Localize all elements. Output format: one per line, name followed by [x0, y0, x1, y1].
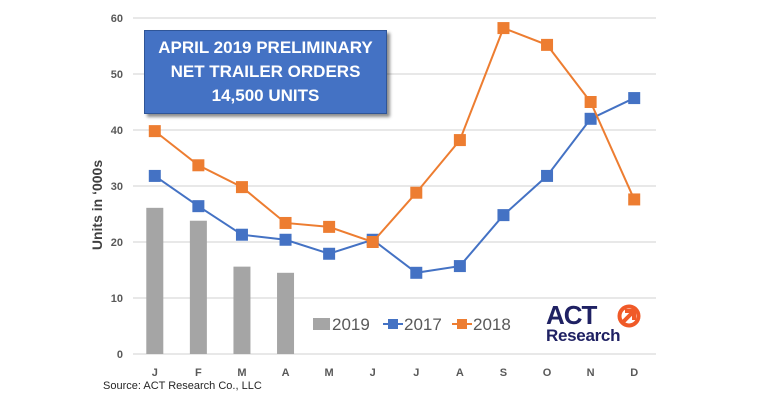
x-tick-label: D	[630, 367, 638, 379]
y-tick-label: 40	[111, 125, 123, 137]
marker-2018	[323, 220, 336, 233]
act-research-logo: ACT Research	[544, 302, 644, 348]
x-tick-label: O	[543, 367, 552, 379]
marker-2017	[628, 92, 641, 105]
x-tick-label: J	[152, 367, 158, 379]
source-note: Source: ACT Research Co., LLC	[103, 380, 262, 392]
marker-2018	[410, 186, 423, 199]
marker-2017	[410, 266, 423, 279]
marker-2017	[235, 228, 248, 241]
marker-2018	[235, 181, 248, 194]
legend-label: 2019	[332, 315, 370, 334]
logo-act-text: ACT	[546, 300, 597, 330]
bar-2019	[233, 266, 251, 354]
marker-2018	[192, 159, 205, 172]
legend: 2019 2017 2018	[313, 315, 511, 334]
y-tick-label: 20	[111, 237, 123, 249]
y-tick-label: 0	[117, 349, 123, 361]
y-tick-label: 60	[111, 13, 123, 25]
marker-2017	[584, 112, 597, 125]
y-tick-label: 50	[111, 69, 123, 81]
x-tick-label: F	[195, 367, 202, 379]
marker-2017	[148, 169, 161, 182]
marker-2017	[323, 247, 336, 260]
x-tick-label: A	[456, 367, 464, 379]
x-tick-label: M	[237, 367, 246, 379]
line-2018	[154, 26, 636, 244]
headline-callout: APRIL 2019 PRELIMINARY NET TRAILER ORDER…	[144, 30, 387, 114]
marker-2018	[453, 134, 466, 147]
marker-2017	[279, 233, 292, 246]
bar-2019	[277, 272, 295, 354]
y-tick-label: 30	[111, 181, 123, 193]
callout-line-2: NET TRAILER ORDERS	[170, 62, 361, 81]
x-tick-label: S	[500, 367, 507, 379]
callout-line-3: 14,500 UNITS	[211, 86, 320, 105]
marker-2017	[497, 209, 510, 222]
series-2018	[148, 22, 641, 248]
x-tick-label: A	[282, 367, 290, 379]
marker-2018	[366, 236, 379, 248]
y-axis-label: Units in ‘000s	[89, 160, 105, 250]
series-2017	[148, 92, 641, 279]
marker-2018	[541, 38, 554, 51]
y-tick-label: 10	[111, 293, 123, 305]
line-series	[148, 22, 641, 279]
logo-research-text: Research	[546, 326, 621, 345]
legend-swatch-marker	[388, 319, 398, 329]
x-tick-label: N	[587, 367, 595, 379]
callout-line-1: APRIL 2019 PRELIMINARY	[158, 38, 373, 57]
arrow-circle-icon	[617, 304, 641, 328]
marker-2018	[628, 193, 641, 206]
legend-swatch-bar	[313, 318, 330, 330]
marker-2018	[497, 22, 510, 35]
line-2017	[154, 97, 635, 274]
marker-2017	[541, 169, 554, 182]
legend-swatch-marker	[457, 319, 467, 329]
marker-2018	[584, 96, 597, 108]
legend-label: 2018	[473, 315, 511, 334]
marker-2018	[148, 125, 161, 138]
x-tick-label: J	[370, 367, 376, 379]
legend-label: 2017	[404, 315, 442, 334]
x-tick-label: J	[413, 367, 419, 379]
legend-item-2018: 2018	[452, 315, 511, 334]
marker-2017	[192, 200, 205, 213]
legend-item-2017: 2017	[383, 315, 442, 334]
x-tick-label: M	[325, 367, 334, 379]
legend-item-2019: 2019	[313, 315, 370, 334]
marker-2017	[453, 260, 466, 273]
bars-2019	[146, 207, 295, 354]
bar-2019	[146, 207, 164, 354]
marker-2018	[279, 216, 292, 229]
bar-2019	[189, 220, 207, 354]
y-axis-ticks: 0 10 20 30 40 50 60	[111, 13, 123, 361]
